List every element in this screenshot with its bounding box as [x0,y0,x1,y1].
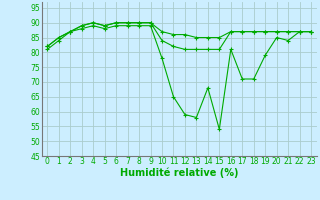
X-axis label: Humidité relative (%): Humidité relative (%) [120,168,238,178]
